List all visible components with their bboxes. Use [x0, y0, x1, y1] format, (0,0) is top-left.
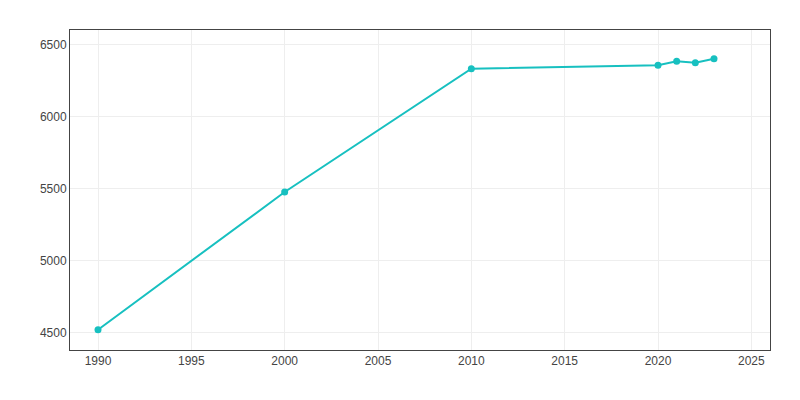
svg-text:2005: 2005 — [365, 354, 392, 368]
svg-text:5000: 5000 — [40, 254, 67, 268]
svg-text:1990: 1990 — [85, 354, 112, 368]
svg-text:2000: 2000 — [271, 354, 298, 368]
svg-text:1995: 1995 — [178, 354, 205, 368]
svg-text:2010: 2010 — [458, 354, 485, 368]
svg-text:6000: 6000 — [40, 110, 67, 124]
svg-text:4500: 4500 — [40, 326, 67, 340]
svg-text:2015: 2015 — [551, 354, 578, 368]
svg-text:2025: 2025 — [738, 354, 765, 368]
svg-text:6500: 6500 — [40, 38, 67, 52]
svg-text:2020: 2020 — [645, 354, 672, 368]
svg-text:5500: 5500 — [40, 182, 67, 196]
